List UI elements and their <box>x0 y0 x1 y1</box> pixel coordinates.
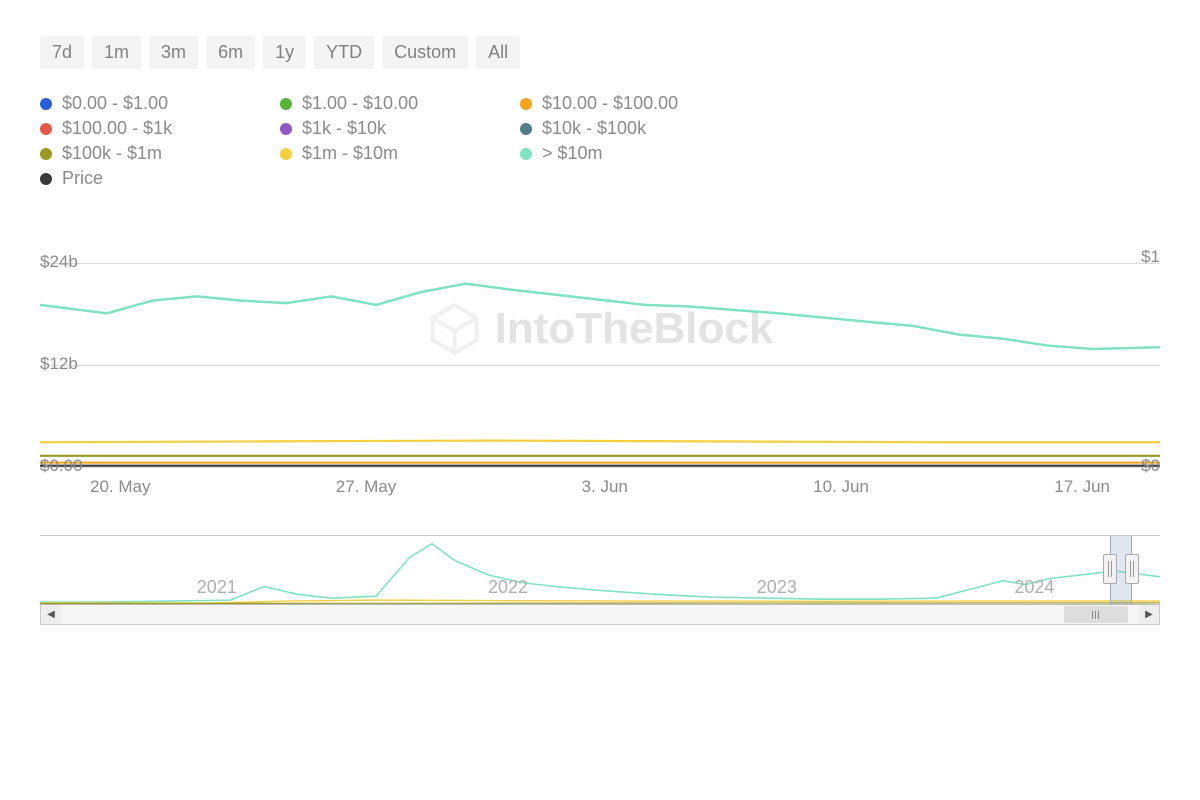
scroll-left-button[interactable]: ◀ <box>41 605 61 624</box>
range-button-1m[interactable]: 1m <box>92 36 141 69</box>
range-button-6m[interactable]: 6m <box>206 36 255 69</box>
legend-item[interactable]: > $10m <box>520 143 780 164</box>
legend-dot <box>280 148 292 160</box>
y-left-tick: $12b <box>40 354 96 374</box>
legend: $0.00 - $1.00 $1.00 - $10.00 $10.00 - $100… <box>40 93 1160 189</box>
grid-line <box>40 263 1160 264</box>
series-gt10m <box>40 284 1160 349</box>
y-right-tick: $1 <box>1120 247 1160 267</box>
plot-area[interactable]: IntoTheBlock $24b$12b$0.00$1$0 <box>40 237 1160 467</box>
scroll-thumb[interactable] <box>1064 606 1129 623</box>
legend-dot <box>40 148 52 160</box>
nav-series <box>40 603 1160 604</box>
range-button-3m[interactable]: 3m <box>149 36 198 69</box>
legend-dot <box>40 98 52 110</box>
x-tick: 3. Jun <box>582 477 628 497</box>
scroll-track[interactable] <box>61 605 1139 624</box>
legend-dot <box>280 123 292 135</box>
legend-label: $1k - $10k <box>302 118 386 139</box>
legend-label: Price <box>62 168 103 189</box>
x-tick: 17. Jun <box>1054 477 1110 497</box>
legend-dot <box>520 123 532 135</box>
legend-dot <box>40 123 52 135</box>
y-left-tick: $24b <box>40 252 96 272</box>
legend-item[interactable]: $1m - $10m <box>280 143 520 164</box>
range-button-1y[interactable]: 1y <box>263 36 306 69</box>
legend-label: $0.00 - $1.00 <box>62 93 168 114</box>
legend-item[interactable]: $1k - $10k <box>280 118 520 139</box>
legend-item[interactable]: $1.00 - $10.00 <box>280 93 520 114</box>
grid-line <box>40 365 1160 366</box>
x-axis-labels: 20. May 27. May 3. Jun 10. Jun 17. Jun <box>40 467 1160 497</box>
legend-item[interactable]: $10k - $100k <box>520 118 780 139</box>
time-range-bar: 7d1m3m6m1yYTDCustomAll <box>40 36 1160 69</box>
nav-year-label: 2021 <box>197 577 237 598</box>
navigator-section: 2021 2022 2023 2024 ◀ ▶ <box>40 535 1160 625</box>
range-button-7d[interactable]: 7d <box>40 36 84 69</box>
nav-year-label: 2023 <box>757 577 797 598</box>
legend-item[interactable]: $0.00 - $1.00 <box>40 93 280 114</box>
legend-dot <box>520 148 532 160</box>
scroll-right-button[interactable]: ▶ <box>1139 605 1159 624</box>
series-1m-10m <box>40 441 1160 443</box>
legend-dot <box>40 173 52 185</box>
range-button-custom[interactable]: Custom <box>382 36 468 69</box>
scrollbar: ◀ ▶ <box>40 605 1160 625</box>
nav-handle-right[interactable] <box>1125 554 1139 584</box>
nav-year-label: 2024 <box>1014 577 1054 598</box>
nav-year-label: 2022 <box>488 577 528 598</box>
main-chart: IntoTheBlock $24b$12b$0.00$1$0 20. May27… <box>40 237 1160 497</box>
legend-item[interactable]: $10.00 - $100.00 <box>520 93 780 114</box>
legend-label: > $10m <box>542 143 603 164</box>
legend-label: $10k - $100k <box>542 118 646 139</box>
legend-dot <box>280 98 292 110</box>
legend-item[interactable]: Price <box>40 168 280 189</box>
legend-dot <box>520 98 532 110</box>
legend-label: $100k - $1m <box>62 143 162 164</box>
y-left-tick: $0.00 <box>40 456 96 476</box>
x-tick: 27. May <box>336 477 396 497</box>
legend-label: $1m - $10m <box>302 143 398 164</box>
grid-line <box>40 467 1160 468</box>
navigator[interactable]: 2021 2022 2023 2024 <box>40 535 1160 605</box>
legend-label: $1.00 - $10.00 <box>302 93 418 114</box>
nav-handle-left[interactable] <box>1103 554 1117 584</box>
y-right-tick: $0 <box>1120 456 1160 476</box>
x-tick: 20. May <box>90 477 150 497</box>
x-tick: 10. Jun <box>813 477 869 497</box>
legend-item[interactable]: $100.00 - $1k <box>40 118 280 139</box>
legend-label: $10.00 - $100.00 <box>542 93 678 114</box>
legend-label: $100.00 - $1k <box>62 118 172 139</box>
range-button-all[interactable]: All <box>476 36 520 69</box>
range-button-ytd[interactable]: YTD <box>314 36 374 69</box>
main-plot-svg <box>40 237 1160 466</box>
legend-item[interactable]: $100k - $1m <box>40 143 280 164</box>
